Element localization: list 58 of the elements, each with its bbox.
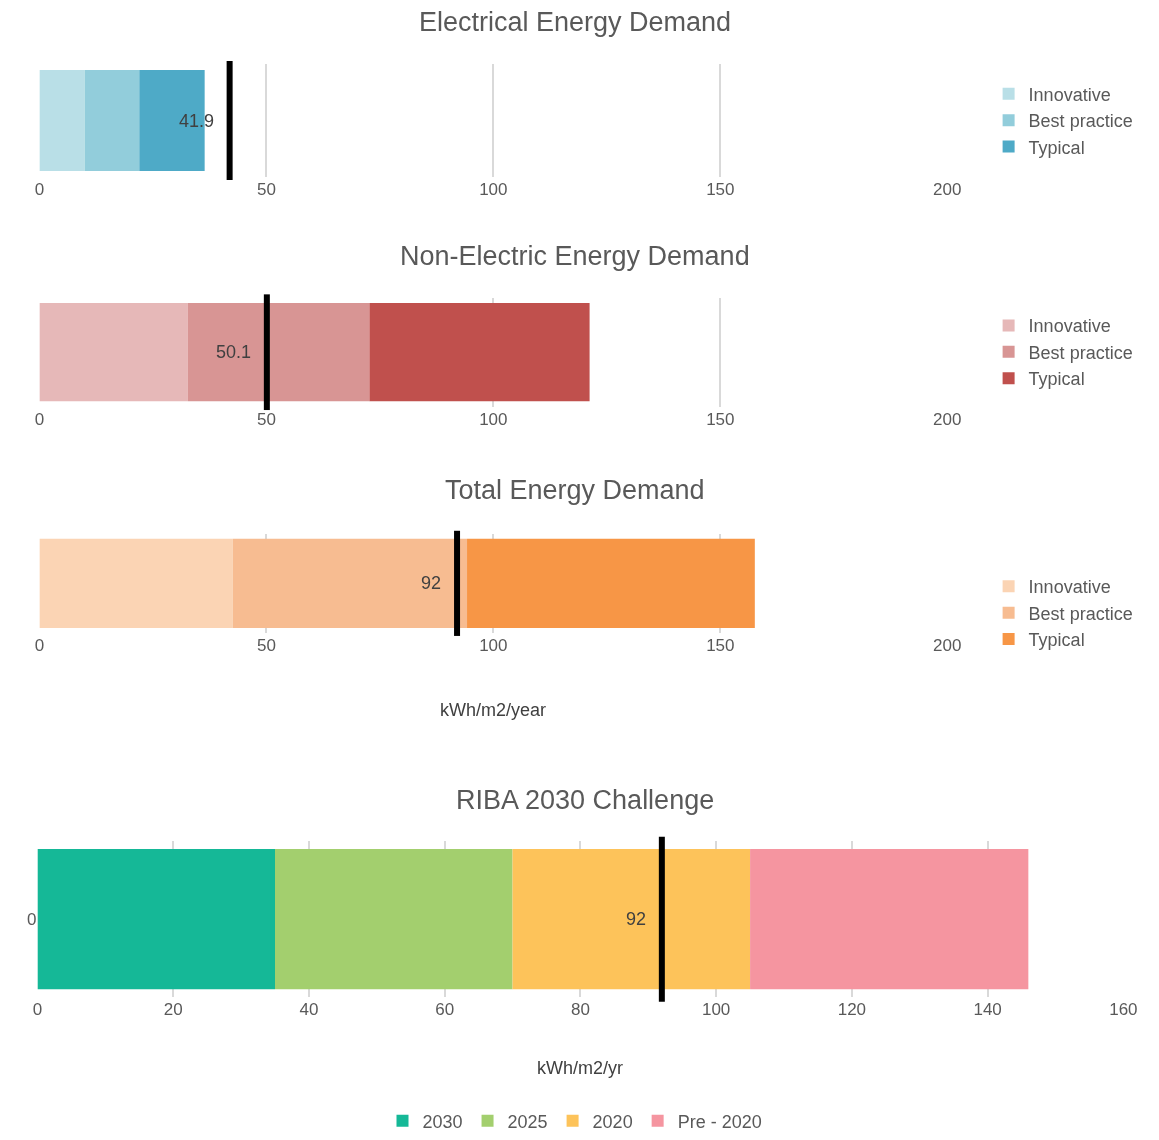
bar — [39, 70, 85, 171]
legend-label: Best practice — [1028, 342, 1133, 363]
x-tick-label: 20 — [163, 1000, 183, 1020]
chart-title: RIBA 2030 Challenge — [456, 785, 715, 815]
legend-label: 2020 — [592, 1111, 633, 1132]
x-tick-label: 200 — [933, 409, 962, 429]
x-tick-label: 150 — [706, 635, 735, 655]
x-tick-label: 200 — [933, 179, 962, 199]
bar — [84, 70, 140, 171]
legend-label: Typical — [1028, 630, 1085, 651]
x-tick-label: 50 — [256, 179, 276, 199]
x-tick-label: 100 — [479, 179, 508, 199]
bar — [39, 303, 188, 402]
x-tick-label: 150 — [706, 409, 735, 429]
legend-label: Typical — [1028, 137, 1085, 158]
legend-label: Innovative — [1028, 84, 1111, 105]
x-tick-label: 140 — [973, 1000, 1002, 1020]
x-tick-label: 40 — [299, 1000, 319, 1020]
bar — [369, 303, 590, 402]
x-tick-label: 0 — [34, 179, 45, 199]
ref-line-label: 92 — [421, 573, 442, 593]
bar — [39, 538, 233, 628]
legend-label: Innovative — [1028, 577, 1111, 598]
legend-label: Innovative — [1028, 316, 1111, 337]
x-tick-label: 150 — [706, 179, 735, 199]
x-tick-label: 50 — [256, 409, 276, 429]
bar — [37, 849, 275, 990]
bar — [232, 538, 468, 628]
x-tick-label: 80 — [570, 1000, 590, 1020]
bar — [467, 538, 755, 628]
legend-label: 2030 — [422, 1111, 463, 1132]
x-tick-label: 0 — [34, 635, 45, 655]
chart-title: Total Energy Demand — [445, 475, 705, 505]
bar — [187, 303, 370, 402]
bar — [750, 849, 1029, 990]
legend-label: Pre - 2020 — [677, 1111, 762, 1132]
ref-line-label: 92 — [626, 909, 647, 929]
chart-title: Non-Electric Energy Demand — [400, 241, 750, 271]
ref-line-label: 50.1 — [216, 342, 252, 362]
legend-label: Typical — [1028, 369, 1085, 390]
x-axis-title: kWh/m2/year — [440, 700, 547, 720]
x-tick-label: 100 — [479, 635, 508, 655]
x-tick-label: 50 — [256, 635, 276, 655]
bar — [512, 849, 751, 990]
bar — [275, 849, 513, 990]
legend-label: Best practice — [1028, 111, 1133, 132]
chart-title: Electrical Energy Demand — [419, 7, 732, 37]
x-tick-label: 200 — [933, 635, 962, 655]
legend-label: Best practice — [1028, 603, 1133, 624]
x-tick-label: 100 — [479, 409, 508, 429]
x-tick-label: 60 — [435, 1000, 455, 1020]
x-axis-title: kWh/m2/yr — [537, 1058, 624, 1078]
x-tick-label: 0 — [32, 1000, 43, 1020]
x-tick-label: 160 — [1109, 1000, 1138, 1020]
x-tick-label: 0 — [34, 409, 45, 429]
x-tick-label: 100 — [701, 1000, 731, 1020]
x-tick-label: 120 — [837, 1000, 867, 1020]
legend-label: 2025 — [507, 1111, 548, 1132]
